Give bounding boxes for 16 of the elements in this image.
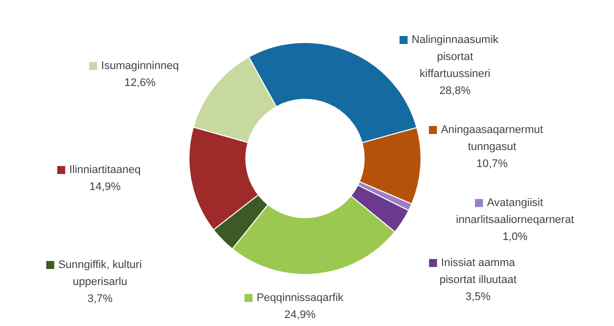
legend-label: Ilinniartitaaneq	[69, 164, 141, 176]
data-label: 24,9%	[284, 309, 316, 322]
data-label: 14,9%	[89, 181, 121, 194]
legend-label: Avatangiisit innarlitsaaliorneqarnerat	[456, 197, 574, 226]
data-label: 12,6%	[124, 77, 156, 90]
data-label: 28,8%	[439, 85, 471, 98]
data-label: 3,5%	[465, 291, 491, 304]
data-label: 10,7%	[476, 158, 508, 170]
legend-label: Aningaasaqarnermut tunngasut	[440, 124, 544, 154]
legend-label: Nalinginnaasumik pisortat kiffartuussineri	[412, 34, 499, 80]
legend-label: Inissiat aamma pisortat illuutaat	[439, 257, 517, 286]
legend-label: Peqqinnissaqarfik	[256, 292, 344, 304]
legend-label: Isumaginninneq	[101, 60, 179, 72]
legend-label: Sunngiffik, kulturi upperisarlu	[58, 259, 142, 288]
data-label: 1,0%	[502, 231, 528, 244]
data-label: 3,7%	[87, 293, 113, 306]
